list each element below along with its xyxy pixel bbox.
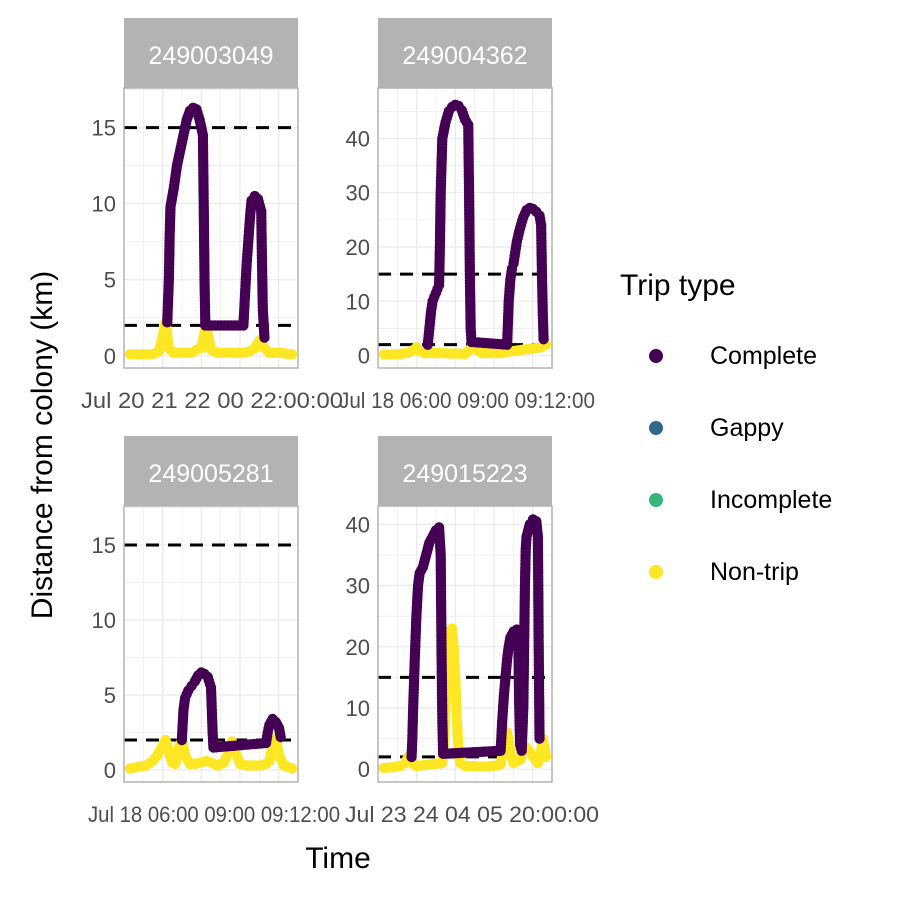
y-tick-label: 20 <box>346 635 370 660</box>
y-tick-labels: 0 10 20 30 40 <box>346 512 370 782</box>
point-non-trip <box>286 349 298 360</box>
y-tick-label: 0 <box>358 757 370 782</box>
legend-key-complete <box>649 349 663 363</box>
strip-background <box>378 18 552 88</box>
y-tick-label: 10 <box>92 608 116 633</box>
legend-entry-complete: Complete <box>649 342 817 370</box>
legend-label-incomplete: Incomplete <box>710 486 832 514</box>
panel-249004362: 249004362 0 10 20 30 40 Jul 18 06:00 09:00 0… <box>339 18 595 413</box>
legend-label-complete: Complete <box>710 342 817 370</box>
x-tick-labels: Jul 23 24 04 05 20:00:00 <box>345 802 599 827</box>
legend-entry-non-trip: Non-trip <box>649 558 799 586</box>
y-tick-label: 10 <box>92 192 116 217</box>
y-tick-label: 30 <box>346 181 370 206</box>
point-non-trip <box>540 751 552 763</box>
y-tick-label: 0 <box>104 758 116 783</box>
x-tick-labels: Jul 20 21 22 00 22:00:00 <box>81 388 343 413</box>
legend: Trip type Complete Gappy Incomplete Non-… <box>620 269 832 586</box>
reference-lines <box>124 126 298 327</box>
legend-title: Trip type <box>620 269 736 302</box>
panel-249005281: 249005281 0 5 10 15 Jul 18 06:00 09:00 09:1… <box>88 436 340 827</box>
panel-title: 249005281 <box>148 460 273 488</box>
y-tick-labels: 0 5 10 15 <box>92 533 116 783</box>
x-tick-labels: Jul 18 06:00 09:00 09:12:00 <box>339 388 595 413</box>
y-tick-label: 10 <box>346 289 370 314</box>
y-tick-label: 40 <box>346 126 370 151</box>
panel-title: 249004362 <box>402 42 527 70</box>
y-axis-title: Distance from colony (km) <box>26 271 59 619</box>
point-complete <box>259 332 270 343</box>
x-tick-labels: Jul 18 06:00 09:00 09:12:00 <box>88 802 340 827</box>
y-tick-labels: 0 5 10 15 <box>92 116 116 369</box>
legend-key-gappy <box>649 421 663 435</box>
y-tick-label: 10 <box>346 696 370 721</box>
point-non-trip <box>286 763 298 774</box>
panel-border <box>123 505 299 783</box>
legend-label-non-trip: Non-trip <box>710 558 799 586</box>
panel-border <box>377 505 553 783</box>
data-points <box>378 99 552 360</box>
y-tick-labels: 0 10 20 30 40 <box>346 126 370 368</box>
legend-key-incomplete <box>649 493 663 507</box>
y-tick-label: 5 <box>104 268 116 293</box>
point-complete <box>534 733 545 744</box>
panel-border <box>377 87 553 369</box>
strip-background <box>378 436 552 506</box>
legend-key-non-trip <box>649 565 663 579</box>
y-tick-label: 15 <box>92 533 116 558</box>
point-complete <box>275 731 286 743</box>
data-points <box>124 102 298 360</box>
data-points <box>124 667 298 774</box>
x-axis-title: Time <box>305 842 371 875</box>
data-points <box>378 514 552 774</box>
legend-label-gappy: Gappy <box>710 414 784 442</box>
panel-249015223: 249015223 0 10 20 30 40 Jul 23 24 04 05 20:0… <box>345 436 599 827</box>
panel-border <box>123 87 299 369</box>
y-tick-label: 0 <box>358 344 370 369</box>
legend-entry-incomplete: Incomplete <box>649 486 832 514</box>
y-tick-label: 5 <box>104 683 116 708</box>
panel-title: 249003049 <box>148 42 273 70</box>
y-tick-label: 0 <box>104 344 116 369</box>
strip-background <box>124 18 298 88</box>
point-complete <box>538 334 549 345</box>
y-tick-label: 20 <box>346 235 370 260</box>
y-tick-label: 15 <box>92 116 116 141</box>
panel-249003049: 249003049 0 5 10 15 Jul 20 21 22 00 22:00:0… <box>81 18 343 413</box>
strip-background <box>124 436 298 506</box>
y-tick-label: 30 <box>346 574 370 599</box>
legend-entry-gappy: Gappy <box>649 414 784 442</box>
panel-title: 249015223 <box>402 460 527 488</box>
y-tick-label: 40 <box>346 512 370 537</box>
